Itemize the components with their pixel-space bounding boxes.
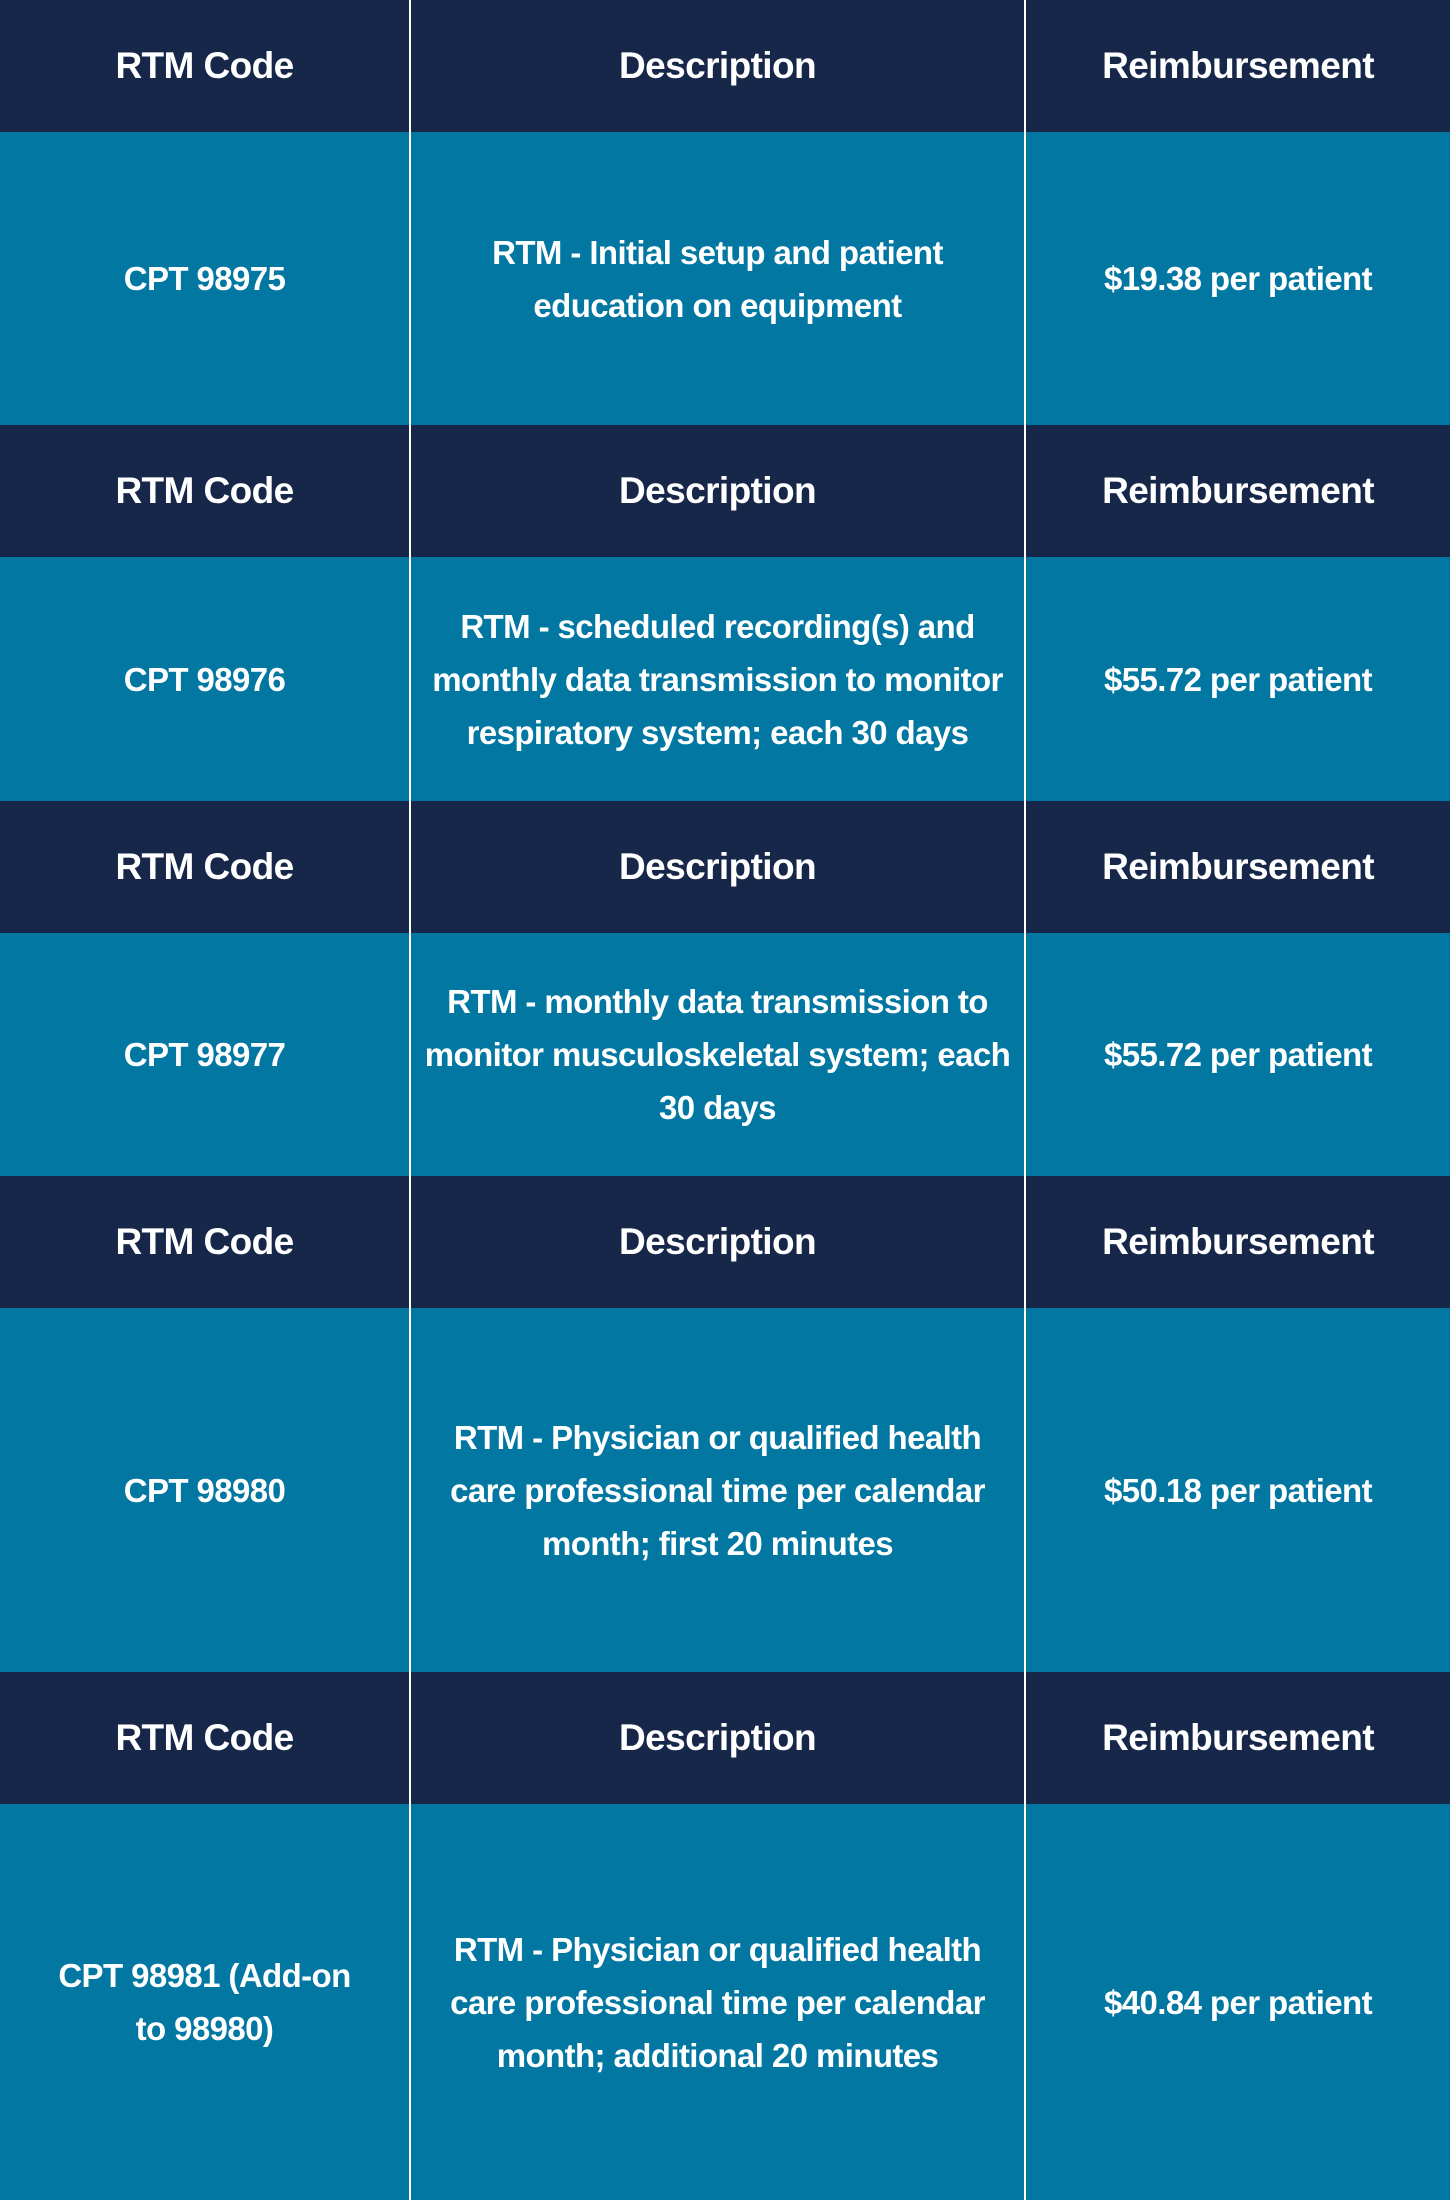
header-description: Description (411, 425, 1024, 557)
reimbursement-cell: $40.84 per patient (1026, 1804, 1450, 2200)
header-reimbursement: Reimbursement (1026, 1672, 1450, 1804)
header-description: Description (411, 801, 1024, 933)
table-row: CPT 98975 RTM - Initial setup and patien… (0, 132, 1450, 425)
code-cell: CPT 98980 (0, 1308, 409, 1672)
header-code: RTM Code (0, 801, 409, 933)
code-cell: CPT 98976 (0, 557, 409, 801)
header-reimbursement: Reimbursement (1026, 801, 1450, 933)
header-description: Description (411, 1176, 1024, 1308)
code-cell: CPT 98977 (0, 933, 409, 1176)
table-row: CPT 98981 (Add-on to 98980) RTM - Physic… (0, 1804, 1450, 2200)
description-cell: RTM - Physician or qualified health care… (411, 1804, 1024, 2200)
reimbursement-cell: $50.18 per patient (1026, 1308, 1450, 1672)
description-cell: RTM - Initial setup and patient educatio… (411, 132, 1024, 425)
table-row: CPT 98980 RTM - Physician or qualified h… (0, 1308, 1450, 1672)
header-reimbursement: Reimbursement (1026, 425, 1450, 557)
header-description: Description (411, 1672, 1024, 1804)
reimbursement-cell: $55.72 per patient (1026, 933, 1450, 1176)
header-code: RTM Code (0, 0, 409, 132)
header-code: RTM Code (0, 1176, 409, 1308)
header-row: RTM Code Description Reimbursement (0, 801, 1450, 933)
header-description: Description (411, 0, 1024, 132)
header-code: RTM Code (0, 425, 409, 557)
description-cell: RTM - monthly data transmission to monit… (411, 933, 1024, 1176)
header-code: RTM Code (0, 1672, 409, 1804)
code-cell: CPT 98981 (Add-on to 98980) (0, 1804, 409, 2200)
table-row: CPT 98976 RTM - scheduled recording(s) a… (0, 557, 1450, 801)
header-row: RTM Code Description Reimbursement (0, 1176, 1450, 1308)
description-cell: RTM - scheduled recording(s) and monthly… (411, 557, 1024, 801)
reimbursement-cell: $55.72 per patient (1026, 557, 1450, 801)
code-cell: CPT 98975 (0, 132, 409, 425)
header-row: RTM Code Description Reimbursement (0, 0, 1450, 132)
table-row: CPT 98977 RTM - monthly data transmissio… (0, 933, 1450, 1176)
header-reimbursement: Reimbursement (1026, 1176, 1450, 1308)
header-row: RTM Code Description Reimbursement (0, 1672, 1450, 1804)
description-cell: RTM - Physician or qualified health care… (411, 1308, 1024, 1672)
header-reimbursement: Reimbursement (1026, 0, 1450, 132)
reimbursement-cell: $19.38 per patient (1026, 132, 1450, 425)
header-row: RTM Code Description Reimbursement (0, 425, 1450, 557)
